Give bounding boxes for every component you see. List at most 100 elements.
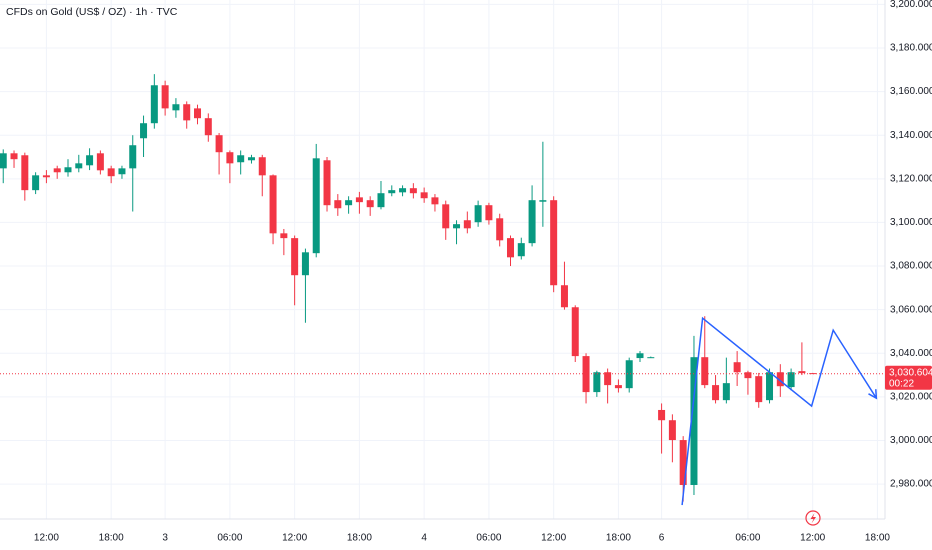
candle-body	[399, 188, 407, 193]
candle-body	[496, 218, 504, 241]
candle-body	[280, 233, 288, 239]
trend-drawing	[681, 316, 877, 506]
candle-body	[53, 168, 61, 173]
x-tick-label: 18:00	[606, 533, 631, 544]
candle-body	[798, 371, 806, 374]
candle-body	[474, 205, 482, 223]
candle-body	[614, 385, 622, 389]
y-tick-label: 3,020.000	[890, 392, 932, 403]
candle-body	[733, 362, 741, 373]
y-tick-label: 3,120.000	[890, 173, 932, 184]
x-tick-label: 06:00	[735, 533, 760, 544]
candle-body	[431, 197, 439, 205]
candle-body	[118, 168, 126, 175]
candle-body	[150, 85, 158, 124]
candles	[0, 74, 817, 502]
candle-body	[528, 200, 536, 244]
candle-body	[269, 175, 277, 234]
x-tick-label: 6	[659, 533, 665, 544]
y-tick-label: 3,180.000	[890, 43, 932, 54]
candle-body	[776, 372, 784, 387]
candle-body	[42, 175, 50, 178]
candle-body	[442, 204, 450, 229]
candle-body	[301, 252, 309, 276]
candle-body	[291, 238, 299, 276]
candle-body	[323, 160, 331, 206]
candle-body	[787, 372, 795, 388]
x-tick-label: 12:00	[541, 533, 566, 544]
candle-body	[647, 357, 655, 359]
candle-body	[194, 108, 202, 119]
candle-body	[722, 383, 730, 401]
candle-body	[463, 220, 471, 229]
candle-body	[517, 243, 525, 257]
candle-body	[485, 205, 493, 221]
x-tick-label: 12:00	[34, 533, 59, 544]
candle-body	[453, 224, 461, 229]
y-tick-label: 3,200.000	[890, 0, 932, 10]
candle-body	[550, 200, 558, 286]
candle-body	[571, 307, 579, 357]
y-tick-label: 2,980.000	[890, 479, 932, 490]
candle-body	[593, 372, 601, 393]
candle-body	[75, 163, 83, 169]
candle-body	[690, 357, 698, 485]
candle-body	[712, 385, 720, 401]
candle-body	[21, 155, 29, 191]
candle-body	[420, 192, 428, 199]
candle-body	[668, 420, 676, 441]
candle-body	[161, 85, 169, 109]
trend-arrowhead	[868, 389, 878, 400]
x-tick-label: 06:00	[476, 533, 501, 544]
last-price-badge	[885, 365, 932, 390]
x-tick-label: 06:00	[217, 533, 242, 544]
candle-body	[312, 158, 320, 254]
candle-body	[809, 373, 817, 375]
y-tick-label: 3,000.000	[890, 435, 932, 446]
candle-body	[96, 153, 104, 171]
candle-body	[107, 168, 115, 177]
candle-body	[334, 200, 342, 209]
candle-body	[355, 197, 363, 203]
candle-body	[237, 155, 245, 163]
y-tick-label: 3,100.000	[890, 217, 932, 228]
candle-body	[247, 157, 255, 161]
chart-title: CFDs on Gold (US$ / OZ) · 1h · TVC	[6, 6, 178, 18]
candle-body	[10, 153, 18, 160]
candle-body	[226, 152, 234, 164]
x-tick-label: 3	[162, 533, 168, 544]
candle-body	[409, 188, 417, 194]
last-price-label: 3,030.604	[889, 367, 932, 378]
candle-body	[582, 356, 590, 393]
candle-body	[539, 200, 547, 202]
candle-body	[32, 175, 40, 191]
x-tick-label: 18:00	[347, 533, 372, 544]
candle-body	[172, 104, 180, 111]
candle-body	[560, 285, 568, 308]
bolt-icon[interactable]	[805, 510, 821, 526]
candle-body	[604, 372, 612, 386]
y-tick-label: 3,060.000	[890, 304, 932, 315]
candle-body	[388, 190, 396, 194]
candle-body	[377, 193, 385, 208]
candle-body	[204, 118, 212, 136]
candle-body	[701, 357, 709, 386]
candle-body	[183, 104, 191, 121]
x-tick-label: 12:00	[800, 533, 825, 544]
candle-body	[0, 153, 7, 169]
candle-body	[140, 123, 148, 139]
candle-body	[258, 157, 266, 176]
candle-body	[129, 145, 137, 169]
candle-body	[625, 360, 633, 389]
candle-body	[755, 376, 763, 403]
candle-body	[636, 353, 644, 359]
candle-body	[766, 372, 774, 401]
candle-body	[679, 440, 687, 485]
candle-body	[366, 200, 374, 208]
candle-body	[215, 135, 223, 153]
y-tick-label: 3,160.000	[890, 86, 932, 97]
candle-body	[86, 155, 94, 166]
candle-body	[64, 167, 72, 173]
